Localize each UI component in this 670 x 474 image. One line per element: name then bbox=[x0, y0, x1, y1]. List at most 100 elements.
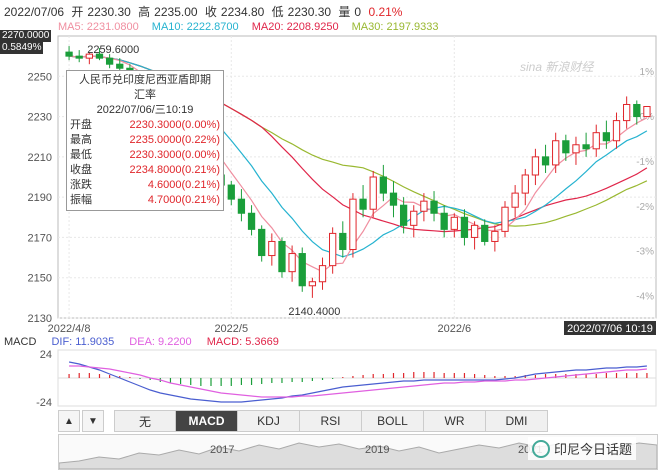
candle-body bbox=[95, 53, 104, 59]
candle-body bbox=[318, 265, 327, 283]
tab-none[interactable]: 无 bbox=[114, 410, 176, 432]
candle-body bbox=[349, 198, 357, 251]
tab-boll[interactable]: BOLL bbox=[362, 410, 424, 432]
candle-body bbox=[389, 192, 398, 206]
prev-arrow-icon[interactable]: ▲ bbox=[58, 410, 80, 432]
candle-body bbox=[410, 210, 418, 226]
low-value: 2230.30 bbox=[287, 5, 332, 19]
candle-body bbox=[440, 212, 448, 230]
candle-body bbox=[268, 240, 276, 257]
candle-body bbox=[379, 176, 387, 194]
candle-body bbox=[531, 156, 540, 176]
candle-body bbox=[75, 55, 83, 59]
volume-label: 量 bbox=[338, 5, 351, 19]
candle-body bbox=[85, 53, 93, 59]
macd-ytick: 24 bbox=[40, 349, 52, 361]
volume-value: 0 bbox=[354, 5, 362, 19]
candle-body bbox=[562, 140, 570, 154]
change-pct: 0.21% bbox=[368, 5, 403, 19]
tooltip-row: 最高 2235.0000(0.22%) bbox=[70, 134, 220, 146]
candle-body bbox=[521, 174, 529, 194]
candle-body bbox=[420, 200, 428, 212]
candle-body bbox=[339, 232, 347, 251]
y-tick-label: 2130 bbox=[28, 313, 52, 325]
candle-body bbox=[65, 51, 73, 57]
candle-body bbox=[288, 253, 296, 273]
candle-body bbox=[258, 228, 266, 257]
tab-kdj[interactable]: KDJ bbox=[238, 410, 300, 432]
quote-date: 2022/07/06 bbox=[4, 5, 65, 19]
high-value: 2235.00 bbox=[154, 5, 198, 19]
x-tick-label: 2022/5 bbox=[214, 323, 248, 335]
tooltip-datetime: 2022/07/06/三10:19 bbox=[96, 104, 194, 116]
tab-dmi[interactable]: DMI bbox=[486, 410, 548, 432]
open-value: 2230.30 bbox=[87, 5, 131, 19]
tab-macd[interactable]: MACD bbox=[176, 410, 238, 432]
ma10-label: MA10: 2222.8700 bbox=[151, 21, 239, 33]
nav-year: 2017 bbox=[210, 444, 235, 456]
y-tick-label: 2210 bbox=[28, 152, 52, 164]
close-label: 收 bbox=[204, 5, 217, 19]
y-tick-label: 2230 bbox=[28, 112, 52, 124]
candle-body bbox=[612, 120, 621, 142]
ohlc-tooltip: 人民币兑印度尼西亚盾即期 汇率 2022/07/06/三10:19 开盘 2230… bbox=[66, 70, 224, 211]
candle-body bbox=[359, 198, 367, 210]
candle-body bbox=[105, 57, 114, 65]
tooltip-row: 开盘 2230.3000(0.00%) bbox=[70, 119, 220, 131]
candle-body bbox=[643, 106, 651, 118]
candle-body bbox=[602, 132, 611, 142]
candle-body bbox=[298, 253, 306, 287]
candle-body bbox=[623, 103, 631, 122]
ma20-label: MA20: 2208.9250 bbox=[251, 21, 339, 33]
ma5-label: MA5: 2231.0800 bbox=[58, 21, 139, 33]
y-tick-label: 2190 bbox=[28, 192, 52, 204]
y-tick-label: 2170 bbox=[28, 232, 52, 244]
macd-title: MACD bbox=[4, 336, 37, 348]
candle-body bbox=[399, 204, 408, 226]
watermark-text: 印尼今日话题 bbox=[554, 442, 633, 457]
open-label: 开 bbox=[71, 5, 84, 19]
candle-body bbox=[450, 216, 458, 230]
plot-frame bbox=[57, 35, 657, 319]
pct-tick-label: -4% bbox=[636, 292, 654, 303]
candle-body bbox=[572, 144, 580, 154]
candle-body bbox=[470, 224, 479, 238]
dea-line bbox=[69, 365, 647, 398]
candle-body bbox=[633, 103, 641, 118]
macd-value-label: MACD: 5.3669 bbox=[206, 336, 279, 348]
tab-wr[interactable]: WR bbox=[424, 410, 486, 432]
indicator-tabs: ▲ ▼ 无 MACD KDJ RSI BOLL WR DMI bbox=[58, 410, 548, 432]
ma-legend: MA5: 2231.0800 MA10: 2222.8700 MA20: 220… bbox=[58, 21, 449, 33]
candle-body bbox=[481, 224, 489, 242]
candle-body bbox=[308, 281, 317, 287]
candle-body bbox=[552, 140, 560, 166]
y-tick-label: 2150 bbox=[28, 273, 52, 285]
x-tick-label: 2022/6 bbox=[437, 323, 471, 335]
candle-body bbox=[491, 230, 499, 242]
dea-label: DEA: 9.2200 bbox=[129, 336, 192, 348]
tooltip-row: 振幅 4.7000(0.21%) bbox=[70, 194, 220, 206]
candle-body bbox=[329, 232, 337, 267]
tab-rsi[interactable]: RSI bbox=[300, 410, 362, 432]
candle-body bbox=[592, 132, 600, 150]
wechat-icon bbox=[532, 439, 550, 458]
tooltip-row: 涨跌 4.6000(0.21%) bbox=[70, 179, 220, 191]
dif-line bbox=[68, 361, 647, 403]
left-price-tag: 2270.0000 bbox=[0, 30, 52, 42]
candle-body bbox=[227, 184, 235, 200]
candle-body bbox=[430, 200, 438, 214]
time-tag-bg bbox=[564, 321, 656, 335]
wechat-watermark: 印尼今日话题 bbox=[528, 437, 637, 460]
x-tick-label: 2022/4/8 bbox=[48, 323, 91, 335]
pct-tick-label: -1% bbox=[636, 157, 654, 168]
next-arrow-icon[interactable]: ▼ bbox=[82, 410, 104, 432]
pct-tick-label: 1% bbox=[640, 67, 655, 78]
candle-body bbox=[501, 206, 509, 232]
candle-body bbox=[582, 144, 590, 150]
time-tag: 2022/07/06 10:19 bbox=[567, 323, 653, 335]
left-pct-tag: 0.5849% bbox=[0, 42, 44, 54]
candle-body bbox=[278, 240, 286, 273]
ma30-label: MA30: 2197.9333 bbox=[351, 21, 439, 33]
